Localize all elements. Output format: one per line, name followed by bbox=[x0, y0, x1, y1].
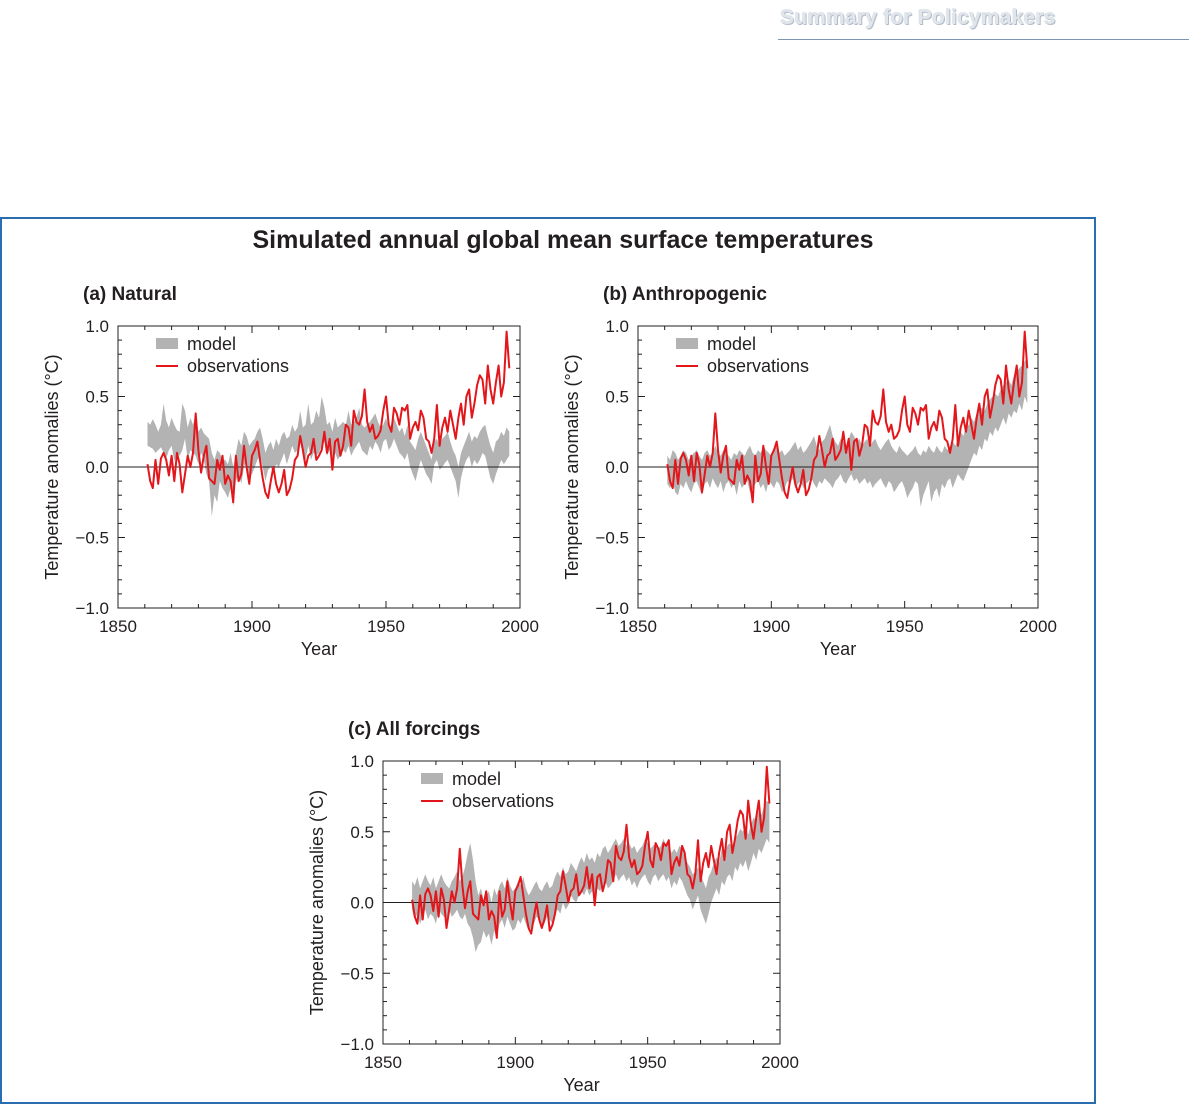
y-tick-label: 0.5 bbox=[350, 823, 374, 842]
chart-panel-anthropogenic: (b) Anthropogenic 1850 1900 1950 2000 −1.0 −0.… bbox=[562, 284, 1057, 659]
y-tick-label: 0.0 bbox=[85, 458, 109, 477]
legend-model-swatch bbox=[421, 773, 443, 784]
observations-line bbox=[666, 330, 1029, 504]
model-band-area bbox=[147, 396, 510, 517]
y-tick-label: 1.0 bbox=[605, 317, 629, 336]
y-tick-label: 0.5 bbox=[605, 388, 629, 407]
header-rule bbox=[778, 39, 1189, 40]
y-tick-label: −1.0 bbox=[595, 599, 629, 618]
x-tick-label: 1850 bbox=[99, 617, 137, 636]
x-axis-label: Year bbox=[563, 1075, 599, 1095]
y-tick-label: −1.0 bbox=[340, 1035, 374, 1054]
x-tick-label: 1900 bbox=[752, 617, 790, 636]
figure-title: Simulated annual global mean surface tem… bbox=[252, 226, 874, 254]
legend-model-swatch bbox=[156, 338, 178, 349]
legend-observations-label: observations bbox=[452, 791, 554, 811]
x-tick-label: 1950 bbox=[629, 1053, 667, 1072]
x-tick-label: 2000 bbox=[761, 1053, 799, 1072]
observations-line bbox=[146, 330, 511, 504]
chart-panel-natural: (a) Natural 1850 1900 1950 2000 −1.0 −0.5 0.0 0.… bbox=[42, 284, 539, 659]
legend-model-label: model bbox=[707, 334, 756, 354]
x-axis-label: Year bbox=[301, 639, 337, 659]
x-axis-label: Year bbox=[820, 639, 856, 659]
y-axis-label: Temperature anomalies (°C) bbox=[42, 354, 62, 579]
x-tick-label: 1850 bbox=[364, 1053, 402, 1072]
figure-frame bbox=[0, 217, 1096, 1104]
x-tick-label: 2000 bbox=[1019, 617, 1057, 636]
legend-observations-label: observations bbox=[187, 356, 289, 376]
x-tick-label: 1900 bbox=[233, 617, 271, 636]
x-tick-label: 1900 bbox=[496, 1053, 534, 1072]
y-axis-label: Temperature anomalies (°C) bbox=[307, 790, 327, 1015]
y-tick-label: −0.5 bbox=[75, 529, 109, 548]
y-tick-label: 0.0 bbox=[350, 894, 374, 913]
y-tick-label: 0.5 bbox=[85, 388, 109, 407]
y-axis-label: Temperature anomalies (°C) bbox=[562, 354, 582, 579]
panel-label: (a) Natural bbox=[83, 284, 177, 305]
y-tick-label: −0.5 bbox=[340, 964, 374, 983]
legend-model-label: model bbox=[187, 334, 236, 354]
x-tick-label: 1950 bbox=[367, 617, 405, 636]
y-tick-label: 1.0 bbox=[85, 317, 109, 336]
chart-panel-all-forcings: (c) All forcings 1850 1900 1950 2000 −1.0 −0.5… bbox=[307, 719, 799, 1095]
y-tick-label: −0.5 bbox=[595, 529, 629, 548]
observations-line bbox=[411, 765, 771, 939]
running-head: Summary for Policymakers bbox=[780, 6, 1056, 29]
panel-label: (b) Anthropogenic bbox=[603, 284, 767, 305]
x-tick-label: 1950 bbox=[886, 617, 924, 636]
y-tick-label: −1.0 bbox=[75, 599, 109, 618]
legend-observations-label: observations bbox=[707, 356, 809, 376]
y-tick-label: 1.0 bbox=[350, 752, 374, 771]
legend-model-label: model bbox=[452, 769, 501, 789]
legend-model-swatch bbox=[676, 338, 698, 349]
panel-label: (c) All forcings bbox=[348, 719, 480, 740]
x-tick-label: 2000 bbox=[501, 617, 539, 636]
y-tick-label: 0.0 bbox=[605, 458, 629, 477]
x-tick-label: 1850 bbox=[619, 617, 657, 636]
